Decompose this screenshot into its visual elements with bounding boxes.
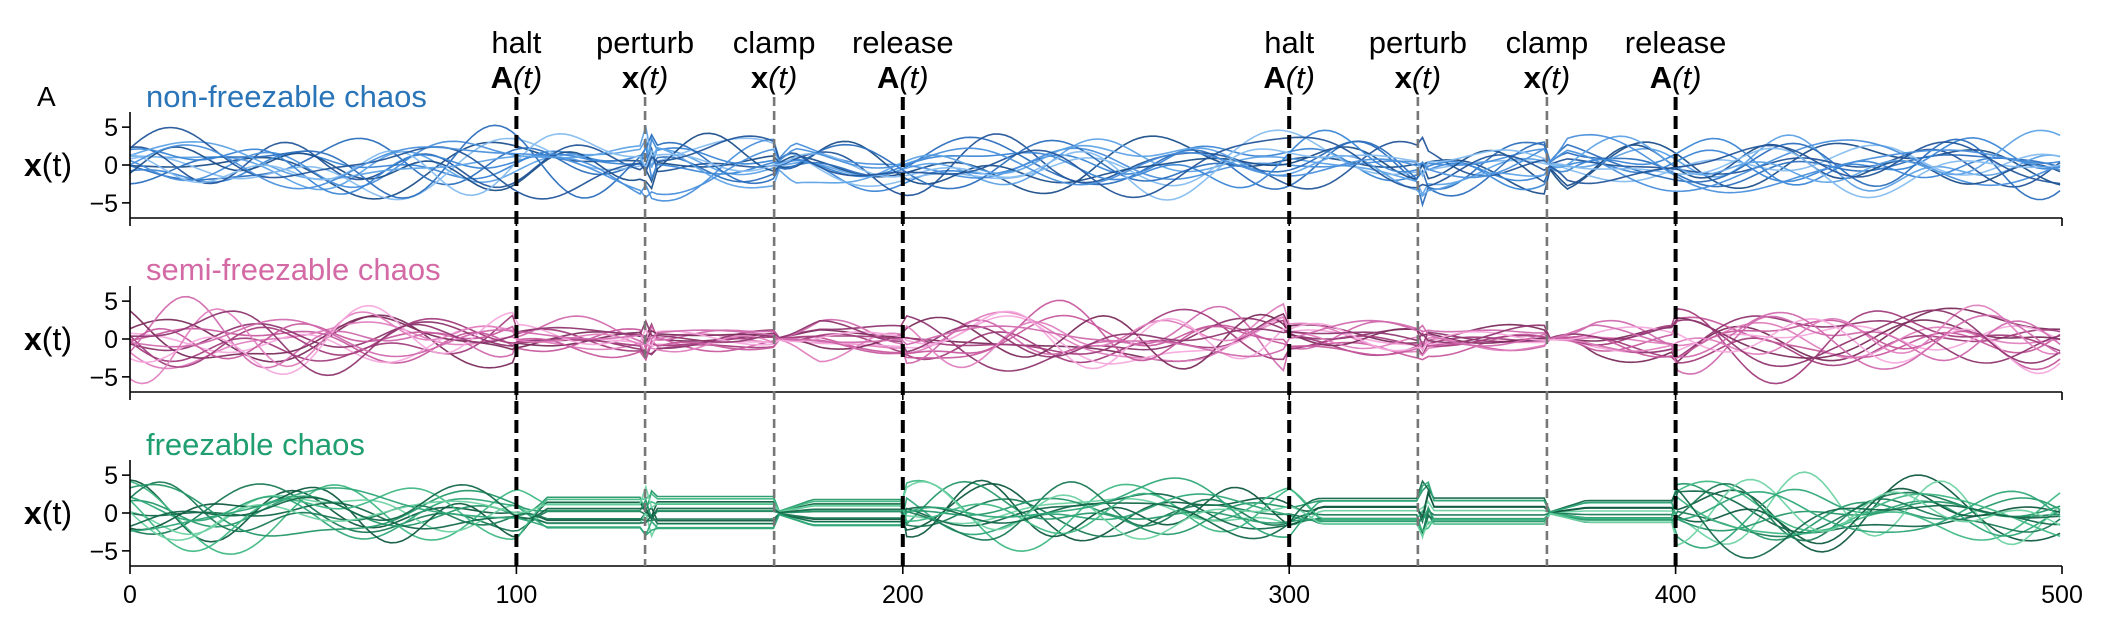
x-tick-label: 200 xyxy=(882,581,924,609)
panel-3-series-12 xyxy=(129,478,2061,547)
panel-title: non-freezable chaos xyxy=(146,79,427,114)
panel-3-series-14 xyxy=(129,477,2061,539)
y-tick-label: −5 xyxy=(89,190,118,218)
panel-letter: A xyxy=(37,81,56,112)
panel-3-axes xyxy=(122,460,2063,574)
y-tick-label: 0 xyxy=(104,326,118,354)
y-tick-label: −5 xyxy=(89,538,118,566)
panel-2-series-8 xyxy=(129,310,2061,370)
event-label-release: release xyxy=(1625,25,1727,60)
panel-2-series-2 xyxy=(129,314,2061,367)
event-symbol: A(t) xyxy=(877,60,929,95)
event-label-halt: halt xyxy=(491,25,541,60)
event-symbol: A(t) xyxy=(491,60,543,95)
x-tick-label: 100 xyxy=(496,581,538,609)
event-label-perturb: perturb xyxy=(596,25,694,60)
panel-1-series-11 xyxy=(129,126,2061,198)
x-tick-label: 500 xyxy=(2041,581,2083,609)
event-lines-layer xyxy=(514,97,1678,566)
panel-2-series-12 xyxy=(129,304,2061,376)
event-symbol: x(t) xyxy=(622,60,669,95)
x-tick-label: 0 xyxy=(123,581,137,609)
panel-3-traces xyxy=(129,471,2061,559)
panel-2-series-14 xyxy=(129,311,2061,370)
y-axis-label: x(t) xyxy=(24,495,72,531)
y-tick-label: 5 xyxy=(104,114,118,142)
y-axis-label: x(t) xyxy=(24,321,72,357)
event-label-clamp: clamp xyxy=(733,25,816,60)
x-tick-label: 400 xyxy=(1655,581,1697,609)
x-tick-label: 300 xyxy=(1268,581,1310,609)
event-symbol: x(t) xyxy=(1524,60,1571,95)
y-tick-label: −5 xyxy=(89,364,118,392)
axes-layer xyxy=(122,112,2063,574)
panel-1-series-2 xyxy=(129,136,2061,208)
panel-1-series-1 xyxy=(129,135,2061,200)
panel-1-traces xyxy=(129,124,2061,208)
y-axis-label: x(t) xyxy=(24,147,72,183)
event-label-release: release xyxy=(852,25,954,60)
event-label-halt: halt xyxy=(1264,25,1314,60)
panel-2-traces xyxy=(129,295,2061,385)
panel-3-series-5 xyxy=(129,471,2061,546)
panel-3-series-9 xyxy=(129,481,2061,542)
event-symbol: x(t) xyxy=(1395,60,1442,95)
panel-3-series-13 xyxy=(129,479,2061,559)
panel-1-series-14 xyxy=(129,133,2061,199)
panel-2-series-13 xyxy=(130,309,2061,377)
panel-3-series-11 xyxy=(129,487,2061,553)
panel-1-series-4 xyxy=(129,134,2061,197)
panel-title: semi-freezable chaos xyxy=(146,252,441,287)
panel-2-series-9 xyxy=(129,308,2061,385)
event-symbol: A(t) xyxy=(1650,60,1702,95)
panel-3-series-4 xyxy=(129,479,2061,555)
y-tick-label: 0 xyxy=(104,500,118,528)
event-symbol: x(t) xyxy=(751,60,798,95)
panel-title: freezable chaos xyxy=(146,427,365,462)
event-label-clamp: clamp xyxy=(1506,25,1589,60)
y-tick-label: 5 xyxy=(104,462,118,490)
traces-layer xyxy=(129,124,2061,559)
y-tick-label: 5 xyxy=(104,288,118,316)
y-tick-label: 0 xyxy=(104,152,118,180)
panel-1-series-12 xyxy=(129,132,2061,201)
panel-1-series-10 xyxy=(129,129,2061,195)
panel-1-series-7 xyxy=(129,138,2061,202)
event-symbol: A(t) xyxy=(1263,60,1315,95)
event-label-perturb: perturb xyxy=(1369,25,1467,60)
panel-1-series-9 xyxy=(129,124,2061,201)
